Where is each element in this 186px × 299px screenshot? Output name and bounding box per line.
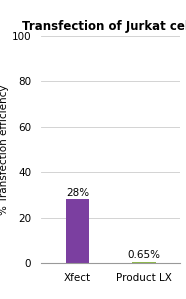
Bar [66, 199, 89, 263]
Text: 28%: 28% [66, 188, 89, 198]
Bar [132, 262, 155, 263]
Y-axis label: % Transfection efficiency: % Transfection efficiency [0, 84, 9, 215]
Text: 0.65%: 0.65% [127, 250, 160, 260]
Title: Transfection of Jurkat cells: Transfection of Jurkat cells [22, 20, 186, 33]
